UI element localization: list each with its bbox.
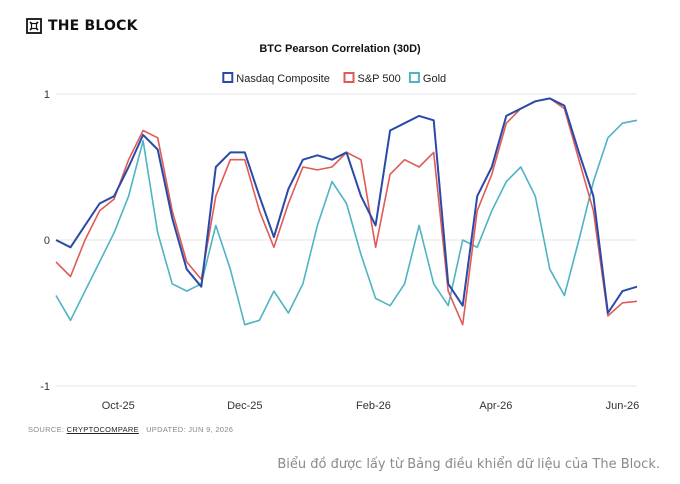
brand: THE BLOCK (26, 18, 138, 34)
chart-footer: SOURCE: CRYPTOCOMPARE UPDATED: JUN 9, 20… (28, 425, 233, 434)
source-label: SOURCE: (28, 425, 65, 434)
chart-legend: Nasdaq Composite S&P 500 Gold (222, 72, 446, 85)
y-axis-ticks: 1 0 -1 (40, 89, 50, 393)
legend-label-gold: Gold (423, 73, 446, 85)
legend-label-nasdaq-composite: Nasdaq Composite (236, 73, 330, 85)
x-tick-label: Oct-25 (102, 400, 135, 412)
legend-swatch-gold (408, 72, 420, 83)
x-tick-label: Jun-26 (606, 400, 640, 412)
series-line-nasdaq-composite (55, 97, 638, 314)
y-tick-label: -1 (40, 381, 50, 393)
y-tick-label: 0 (44, 235, 50, 247)
x-tick-label: Dec-25 (227, 400, 262, 412)
series-line-gold (55, 119, 638, 326)
legend-label-s-p-500: S&P 500 (358, 73, 401, 85)
legend-swatch-nasdaq-composite (222, 72, 234, 83)
source-link[interactable]: CRYPTOCOMPARE (66, 425, 139, 434)
chart-title: BTC Pearson Correlation (30D) (259, 43, 421, 55)
brand-name: THE BLOCK (48, 18, 138, 34)
updated-label: UPDATED: (146, 425, 186, 434)
grid-lines (56, 93, 637, 387)
series-lines (55, 97, 638, 326)
x-tick-label: Apr-26 (479, 400, 512, 412)
the-block-logo-icon (26, 18, 42, 34)
x-axis-ticks: Oct-25 Dec-25 Feb-26 Apr-26 Jun-26 (102, 400, 640, 412)
legend-swatch-s-p-500 (343, 72, 355, 83)
image-caption: Biểu đồ được lấy từ Bảng điều khiển dữ l… (277, 457, 660, 472)
updated-date: JUN 9, 2026 (188, 425, 234, 434)
series-line-s-p-500 (55, 97, 638, 326)
x-tick-label: Feb-26 (356, 400, 391, 412)
y-tick-label: 1 (44, 89, 50, 101)
